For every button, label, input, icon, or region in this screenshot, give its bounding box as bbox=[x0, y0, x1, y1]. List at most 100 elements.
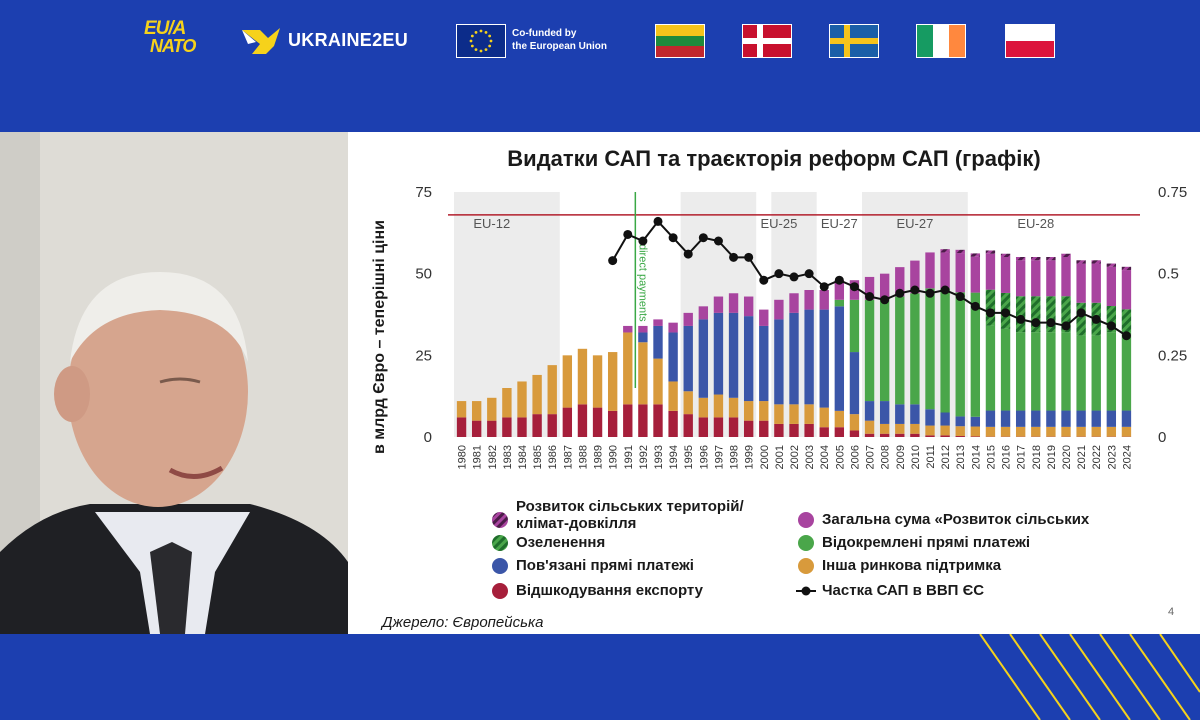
bar-other_market-2020 bbox=[1061, 426, 1071, 437]
bar-export_refunds-1981 bbox=[471, 420, 482, 437]
bar-other_market-1996 bbox=[698, 397, 709, 418]
bar-rural_total-2008 bbox=[879, 273, 890, 300]
slide-page-number: 4 bbox=[1168, 606, 1175, 618]
bar-coupled-2013 bbox=[955, 416, 965, 427]
bar-export_refunds-2009 bbox=[895, 433, 905, 437]
bar-other_market-2007 bbox=[864, 420, 875, 434]
bar-rural_total-2005 bbox=[834, 280, 845, 300]
bar-other_market-1994 bbox=[668, 381, 678, 411]
bar-export_refunds-2003 bbox=[804, 423, 814, 437]
x-tick-2011: 2011 bbox=[925, 445, 937, 469]
sweden-flag-icon bbox=[829, 24, 879, 58]
x-tick-2008: 2008 bbox=[880, 445, 892, 469]
bar-rural_total-2015 bbox=[985, 253, 996, 290]
gdp-share-point-2017 bbox=[1016, 314, 1026, 324]
bar-rural_total-2024 bbox=[1121, 270, 1132, 310]
bar-export_refunds-1985 bbox=[532, 414, 542, 437]
bar-coupled-1993 bbox=[653, 325, 663, 359]
lithuania-flag-icon bbox=[655, 24, 705, 58]
bar-other_market-1987 bbox=[562, 355, 573, 408]
eu-cofunded-line1: Co-funded by bbox=[512, 28, 577, 39]
bar-rural_total-2002 bbox=[789, 293, 799, 313]
bar-export_refunds-1980 bbox=[456, 417, 467, 437]
gdp-share-point-2002 bbox=[789, 272, 799, 282]
legend-marker-greening bbox=[492, 535, 508, 551]
bar-other_market-1980 bbox=[456, 401, 467, 418]
gdp-share-point-2015 bbox=[985, 308, 995, 318]
bar-coupled-2022 bbox=[1091, 410, 1101, 427]
bar-export_refunds-1995 bbox=[683, 414, 693, 437]
bar-other_market-1989 bbox=[592, 355, 603, 408]
bar-other_market-2023 bbox=[1106, 426, 1117, 437]
bar-rural_climate-2014 bbox=[970, 253, 981, 257]
x-tick-1984: 1984 bbox=[517, 445, 529, 469]
bar-decoupled-2022 bbox=[1091, 335, 1101, 411]
x-tick-2021: 2021 bbox=[1076, 445, 1088, 469]
bar-coupled-2018 bbox=[1031, 410, 1041, 427]
ukraine2eu-bird-icon bbox=[242, 28, 280, 54]
bar-other_market-2019 bbox=[1046, 426, 1056, 437]
gdp-share-point-2009 bbox=[895, 288, 905, 298]
bar-export_refunds-1982 bbox=[487, 420, 497, 437]
bar-rural_total-2017 bbox=[1015, 260, 1026, 297]
gdp-share-point-1992 bbox=[638, 236, 648, 246]
bar-other_market-2018 bbox=[1031, 426, 1041, 437]
bar-rural_total-2012 bbox=[940, 252, 950, 289]
bar-greening-2019 bbox=[1046, 296, 1056, 333]
legend-marker-rural_climate bbox=[492, 512, 508, 528]
bar-coupled-2019 bbox=[1046, 410, 1056, 427]
x-tick-1996: 1996 bbox=[698, 445, 710, 469]
gdp-share-point-2006 bbox=[849, 282, 859, 292]
gdp-share-point-2023 bbox=[1106, 321, 1116, 331]
bar-rural_total-2010 bbox=[910, 260, 920, 294]
bar-decoupled-2010 bbox=[910, 293, 920, 405]
bar-coupled-2017 bbox=[1015, 410, 1026, 427]
bar-greening-2024 bbox=[1121, 309, 1132, 333]
bar-decoupled-2011 bbox=[925, 288, 935, 410]
bar-decoupled-2015 bbox=[985, 325, 996, 411]
x-tick-2018: 2018 bbox=[1031, 445, 1043, 469]
bar-other_market-2013 bbox=[955, 426, 965, 437]
bar-export_refunds-2004 bbox=[819, 427, 829, 437]
bar-other_market-2009 bbox=[895, 423, 905, 434]
x-tick-2014: 2014 bbox=[970, 445, 982, 469]
x-tick-1987: 1987 bbox=[562, 445, 574, 469]
bar-rural_total-2018 bbox=[1031, 260, 1041, 297]
eu-flag-icon bbox=[456, 24, 506, 58]
bar-coupled-1999 bbox=[743, 316, 754, 402]
x-tick-2023: 2023 bbox=[1106, 445, 1118, 469]
bar-decoupled-2020 bbox=[1061, 332, 1071, 411]
bar-export_refunds-2013 bbox=[955, 436, 965, 437]
bar-decoupled-2017 bbox=[1015, 332, 1026, 411]
bar-other_market-1997 bbox=[713, 394, 724, 418]
gdp-share-point-1997 bbox=[713, 236, 723, 246]
gdp-share-point-2011 bbox=[925, 288, 935, 298]
period-label-3: EU-27 bbox=[896, 216, 933, 231]
bar-export_refunds-2006 bbox=[849, 430, 860, 437]
bar-decoupled-2019 bbox=[1046, 332, 1056, 411]
y-tick-0: 0 bbox=[424, 429, 432, 446]
bar-rural_climate-2023 bbox=[1106, 263, 1117, 267]
gdp-share-point-1991 bbox=[623, 229, 633, 239]
top-banner: EU/A NATO UKRAINE2EU Co-funded by the Eu… bbox=[0, 0, 1200, 132]
gdp-share-point-2013 bbox=[955, 292, 965, 302]
speaker-image bbox=[0, 132, 348, 634]
bar-export_refunds-1983 bbox=[502, 417, 512, 437]
legend-marker-decoupled bbox=[798, 535, 814, 551]
bar-rural_total-1994 bbox=[668, 322, 678, 333]
gdp-share-point-2003 bbox=[804, 269, 814, 279]
gdp-share-point-2016 bbox=[1001, 308, 1011, 318]
x-tick-1992: 1992 bbox=[638, 445, 650, 469]
bar-other_market-2010 bbox=[910, 423, 920, 434]
ireland-flag-icon bbox=[916, 24, 966, 58]
x-tick-1981: 1981 bbox=[472, 445, 484, 469]
x-tick-2004: 2004 bbox=[819, 445, 831, 469]
bar-decoupled-2016 bbox=[1000, 328, 1011, 411]
bar-rural_total-1998 bbox=[728, 293, 739, 313]
bar-other_market-2011 bbox=[925, 425, 935, 436]
bar-decoupled-2013 bbox=[955, 292, 965, 417]
gdp-share-point-2020 bbox=[1061, 321, 1071, 331]
bar-coupled-1994 bbox=[668, 332, 678, 382]
x-tick-1983: 1983 bbox=[502, 445, 514, 469]
x-tick-2012: 2012 bbox=[940, 445, 952, 469]
